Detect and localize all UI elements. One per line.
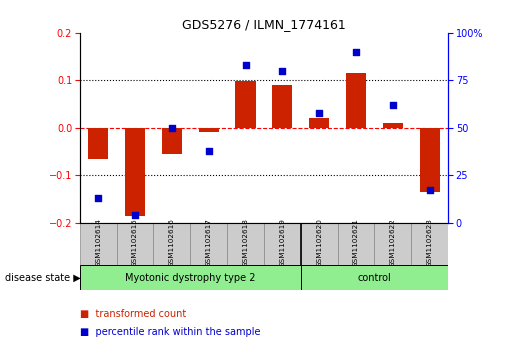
Point	[425, 188, 434, 193]
Bar	[125, 128, 145, 216]
Bar	[162, 128, 182, 154]
Text: GSM1102617: GSM1102617	[205, 219, 212, 268]
Text: GSM1102621: GSM1102621	[353, 219, 359, 268]
Bar	[272, 85, 293, 128]
Point	[131, 212, 139, 218]
Point	[94, 195, 102, 201]
Bar	[346, 73, 366, 128]
Text: GSM1102618: GSM1102618	[243, 219, 249, 268]
Bar	[309, 118, 329, 128]
Bar	[374, 223, 411, 265]
Text: ■  transformed count: ■ transformed count	[80, 309, 186, 319]
Text: GSM1102620: GSM1102620	[316, 219, 322, 268]
Bar	[153, 223, 191, 265]
Bar	[191, 223, 227, 265]
Text: GSM1102619: GSM1102619	[279, 219, 285, 268]
Point	[352, 49, 360, 54]
Text: GSM1102616: GSM1102616	[169, 219, 175, 268]
Bar	[383, 123, 403, 128]
Bar	[88, 128, 108, 159]
Text: control: control	[357, 273, 391, 283]
Point	[242, 62, 250, 68]
Title: GDS5276 / ILMN_1774161: GDS5276 / ILMN_1774161	[182, 19, 346, 32]
Bar	[227, 223, 264, 265]
Bar	[338, 223, 374, 265]
Bar	[301, 223, 338, 265]
Text: GSM1102614: GSM1102614	[95, 219, 101, 268]
Bar	[235, 81, 255, 128]
Text: GSM1102623: GSM1102623	[426, 219, 433, 268]
Point	[204, 148, 213, 154]
Text: GSM1102622: GSM1102622	[390, 219, 396, 268]
Bar	[199, 128, 219, 132]
Point	[168, 125, 176, 131]
Point	[315, 110, 323, 115]
Bar	[116, 223, 153, 265]
Text: ■  percentile rank within the sample: ■ percentile rank within the sample	[80, 327, 260, 337]
Point	[278, 68, 286, 74]
Point	[389, 102, 397, 108]
Bar	[411, 223, 448, 265]
Bar	[301, 265, 467, 290]
Bar	[80, 223, 117, 265]
Text: disease state ▶: disease state ▶	[5, 273, 81, 283]
Text: GSM1102615: GSM1102615	[132, 219, 138, 268]
Bar	[420, 128, 440, 192]
Bar	[80, 265, 301, 290]
Bar	[264, 223, 301, 265]
Text: Myotonic dystrophy type 2: Myotonic dystrophy type 2	[125, 273, 255, 283]
